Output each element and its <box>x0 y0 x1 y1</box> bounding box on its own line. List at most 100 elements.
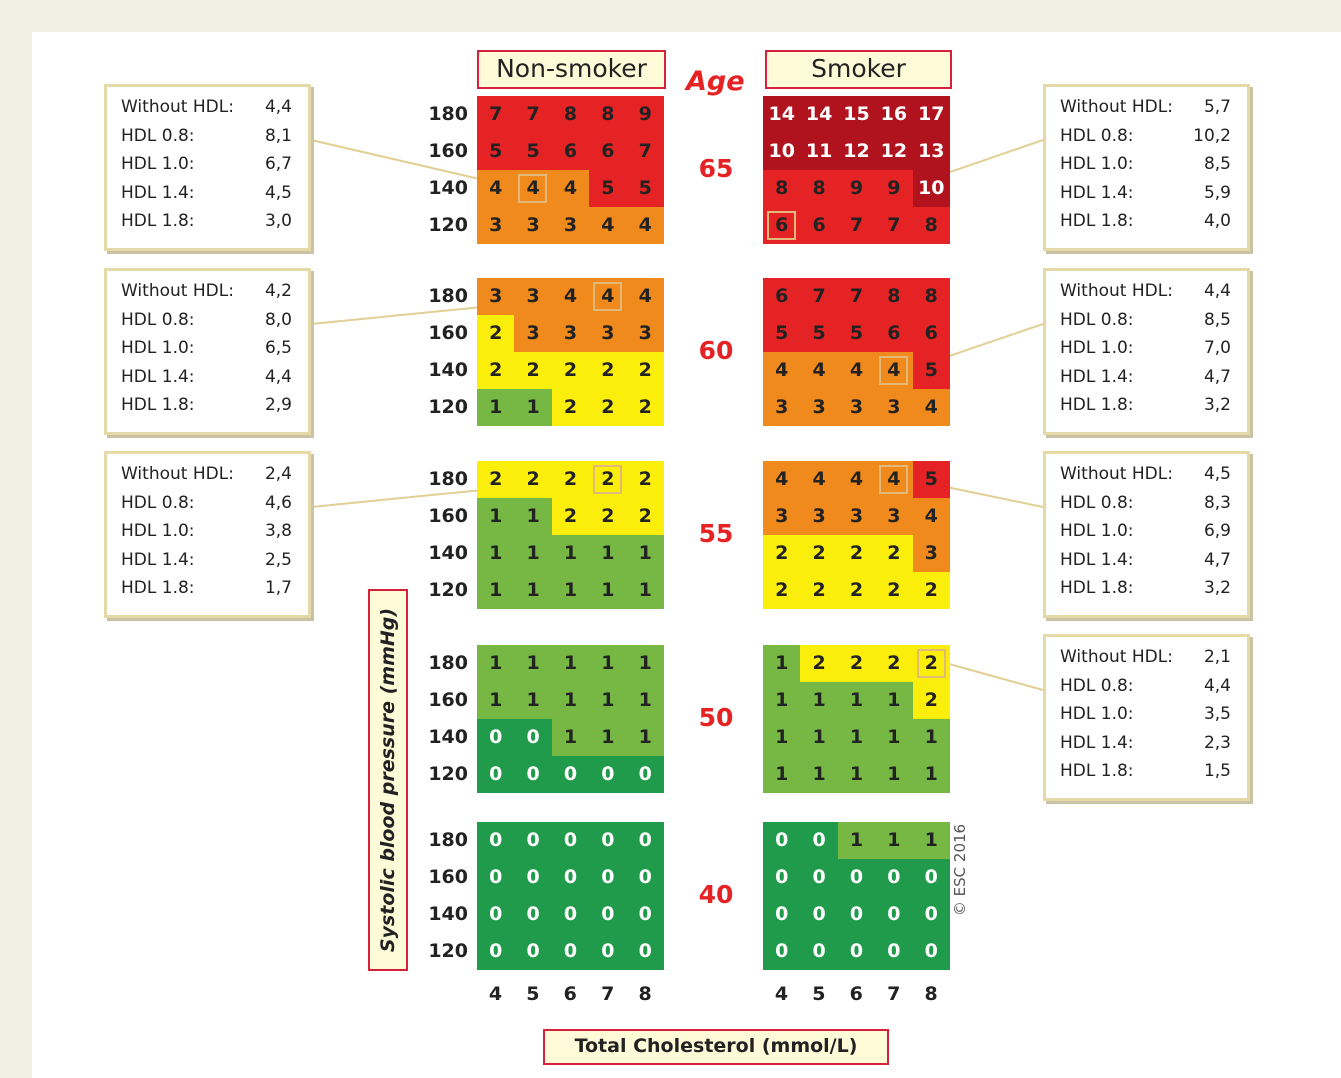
smoker-cell: 0 <box>912 896 950 933</box>
non-smoker-cell: 4 <box>551 278 590 315</box>
highlight-cell <box>518 174 548 203</box>
hdl-row: HDL 1.4: 4,5 <box>121 183 308 212</box>
hdl-value: 5,7 <box>1203 97 1231 117</box>
non-smoker-cell: 2 <box>551 352 590 389</box>
non-smoker-cell: 0 <box>514 822 552 859</box>
non-smoker-cell: 2 <box>589 389 627 426</box>
non-smoker-cell: 3 <box>589 315 627 352</box>
smoker-cell: 0 <box>800 859 838 896</box>
non-smoker-cell: 1 <box>551 682 590 719</box>
hdl-row: HDL 1.4: 4,7 <box>1060 367 1247 396</box>
non-smoker-cell: 0 <box>589 756 627 793</box>
non-smoker-cell: 9 <box>626 96 664 133</box>
hdl-value: 6,5 <box>264 338 292 359</box>
hdl-label: HDL 0.8: <box>1060 492 1134 513</box>
non-smoker-cell: 0 <box>477 896 515 933</box>
smoker-cell: 4 <box>763 461 801 498</box>
sbp-label: 140 <box>428 903 468 925</box>
smoker-cell: 4 <box>837 461 876 498</box>
cholesterol-tick: 7 <box>887 983 901 1005</box>
hdl-value: 3,2 <box>1203 578 1231 599</box>
sbp-label: 120 <box>428 396 468 418</box>
cholesterol-tick: 6 <box>563 983 577 1005</box>
age-value: 65 <box>698 154 734 183</box>
non-smoker-cell: 0 <box>514 719 552 756</box>
smoker-cell: 2 <box>800 572 838 609</box>
hdl-label: HDL 1.0: <box>1060 338 1134 359</box>
smoker-cell: 0 <box>763 859 801 896</box>
hdl-value: 7,0 <box>1203 338 1231 359</box>
hdl-row: Without HDL: 4,4 <box>121 97 308 126</box>
x-axis-label: Total Cholesterol (mmol/L) <box>543 1029 889 1065</box>
non-smoker-cell: 1 <box>551 719 590 756</box>
smoker-cell: 0 <box>875 933 913 970</box>
hdl-row: HDL 1.8: 3,2 <box>1060 578 1247 607</box>
hdl-value: 6,7 <box>264 154 292 175</box>
hdl-value: 4,7 <box>1203 549 1231 570</box>
smoker-header: Smoker <box>765 50 952 89</box>
non-smoker-header: Non-smoker <box>477 50 666 89</box>
smoker-cell: 6 <box>800 207 838 244</box>
hdl-value: 2,3 <box>1203 732 1231 753</box>
non-smoker-cell: 2 <box>514 461 552 498</box>
hdl-value: 2,1 <box>1203 647 1231 667</box>
non-smoker-cell: 0 <box>477 822 515 859</box>
smoker-cell: 3 <box>837 389 876 426</box>
hdl-label: HDL 1.4: <box>121 549 195 570</box>
non-smoker-cell: 0 <box>589 933 627 970</box>
hdl-row: HDL 1.8: 1,7 <box>121 578 308 607</box>
hdl-value: 3,0 <box>264 211 292 232</box>
hdl-row: HDL 0.8: 10,2 <box>1060 126 1247 155</box>
smoker-cell: 0 <box>763 822 801 859</box>
highlight-cell <box>593 282 623 311</box>
smoker-cell: 5 <box>837 315 876 352</box>
non-smoker-cell: 1 <box>551 645 590 682</box>
hdl-label: HDL 1.4: <box>1060 366 1134 387</box>
non-smoker-cell: 2 <box>626 352 664 389</box>
cholesterol-tick: 4 <box>488 983 503 1005</box>
non-smoker-cell: 0 <box>514 859 552 896</box>
hdl-value: 4,4 <box>1203 675 1231 696</box>
hdl-label: HDL 1.0: <box>121 338 195 359</box>
sbp-label: 120 <box>428 763 468 785</box>
smoker-cell: 2 <box>875 572 913 609</box>
smoker-cell: 7 <box>875 207 913 244</box>
non-smoker-cell: 4 <box>626 207 664 244</box>
smoker-cell: 3 <box>763 498 801 535</box>
smoker-cell: 1 <box>912 822 950 859</box>
hdl-row: HDL 1.8: 4,0 <box>1060 211 1247 240</box>
cholesterol-tick: 8 <box>924 983 938 1005</box>
smoker-cell: 2 <box>837 535 876 572</box>
non-smoker-cell: 2 <box>477 352 515 389</box>
non-smoker-cell: 3 <box>514 278 552 315</box>
smoker-cell: 1 <box>912 719 950 756</box>
hdl-row: HDL 1.8: 1,5 <box>1060 761 1247 790</box>
smoker-cell: 4 <box>912 498 950 535</box>
sbp-label: 160 <box>428 689 468 711</box>
non-smoker-cell: 8 <box>551 96 590 133</box>
non-smoker-cell: 2 <box>589 352 627 389</box>
smoker-cell: 10 <box>763 133 801 170</box>
hdl-callout-box: Without HDL: 2,4 HDL 0.8: 4,6 HDL 1.0: 3,8 HDL… <box>104 451 311 618</box>
callout-connector <box>945 662 1044 691</box>
non-smoker-cell: 7 <box>626 133 664 170</box>
smoker-cell: 0 <box>800 822 838 859</box>
age-value: 40 <box>698 880 734 909</box>
non-smoker-cell: 3 <box>477 278 515 315</box>
hdl-label: HDL 1.0: <box>121 154 195 175</box>
hdl-label: HDL 1.4: <box>1060 549 1134 570</box>
hdl-row: HDL 1.8: 2,9 <box>121 395 308 424</box>
copyright: © ESC 2016 <box>951 823 969 917</box>
hdl-label: HDL 1.4: <box>1060 182 1134 203</box>
sbp-label: 120 <box>428 940 468 962</box>
non-smoker-cell: 0 <box>589 859 627 896</box>
hdl-row: HDL 0.8: 4,4 <box>1060 676 1247 705</box>
hdl-callout-box: Without HDL: 4,4 HDL 0.8: 8,5 HDL 1.0: 7,0 HDL… <box>1043 268 1250 435</box>
smoker-cell: 8 <box>800 170 838 207</box>
hdl-row: HDL 1.0: 7,0 <box>1060 338 1247 367</box>
smoker-cell: 3 <box>875 389 913 426</box>
hdl-value: 8,0 <box>264 309 292 330</box>
non-smoker-cell: 0 <box>626 859 664 896</box>
hdl-label: HDL 0.8: <box>121 309 195 330</box>
sbp-label: 120 <box>428 214 468 236</box>
